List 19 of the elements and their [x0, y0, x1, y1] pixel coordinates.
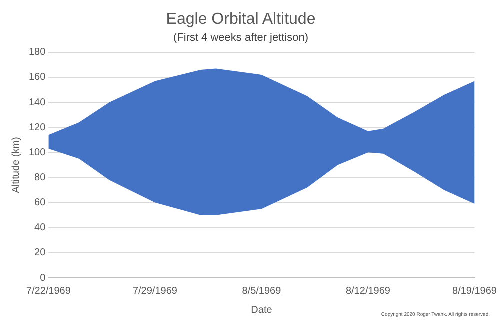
y-tick-label: 40: [34, 222, 46, 234]
y-tick-label: 80: [34, 172, 46, 184]
x-tick-label: 8/19/1969: [452, 286, 498, 297]
y-tick-label: 60: [34, 198, 46, 209]
x-tick-label: 8/12/1969: [346, 286, 391, 297]
y-tick-label: 160: [28, 72, 46, 84]
chart-subtitle: (First 4 weeks after jettison): [173, 32, 309, 44]
x-tick-label: 8/5/1969: [242, 286, 282, 297]
y-axis-title: Altitude (km): [10, 137, 22, 194]
y-tick-label: 100: [28, 147, 46, 158]
x-tick-label: 7/29/1969: [132, 286, 178, 297]
y-tick-label: 180: [28, 47, 46, 58]
chart-title: Eagle Orbital Altitude: [166, 11, 316, 28]
x-axis-title: Date: [251, 304, 273, 316]
y-tick-label: 20: [34, 248, 46, 259]
y-tick-label: 120: [28, 122, 46, 134]
x-tick-label: 7/22/1969: [26, 286, 72, 297]
y-tick-label: 0: [40, 272, 46, 284]
y-tick-label: 140: [28, 97, 46, 108]
